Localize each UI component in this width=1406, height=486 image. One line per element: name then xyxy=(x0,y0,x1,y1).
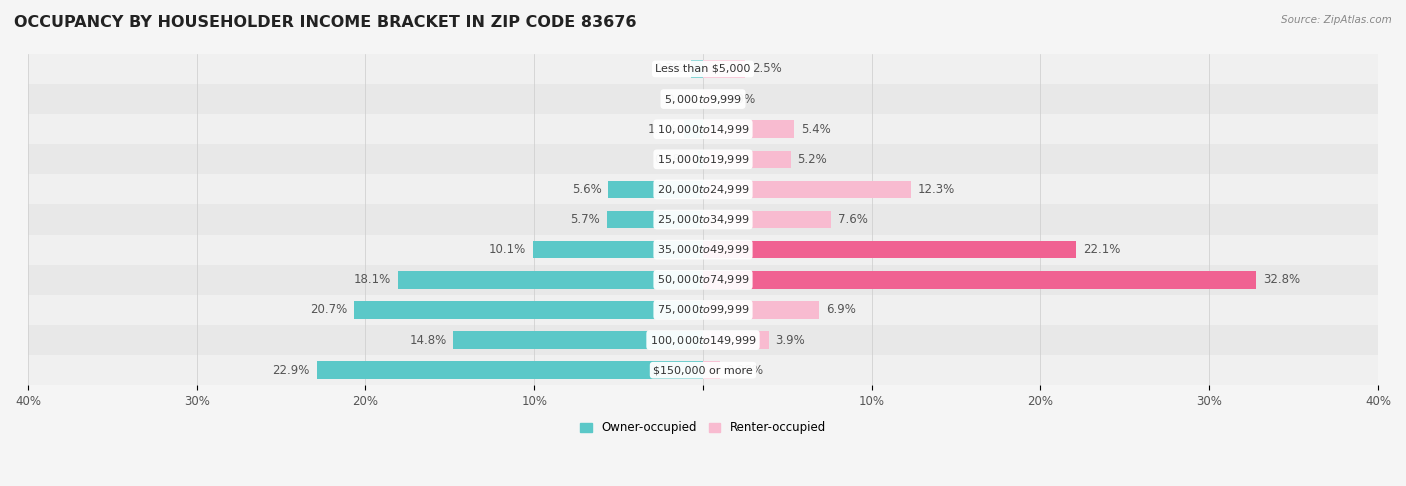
Text: $5,000 to $9,999: $5,000 to $9,999 xyxy=(664,92,742,105)
Bar xyxy=(703,181,911,198)
Text: 12.3%: 12.3% xyxy=(917,183,955,196)
Text: 5.7%: 5.7% xyxy=(571,213,600,226)
Bar xyxy=(703,151,790,168)
Bar xyxy=(28,235,1378,265)
Text: 0.28%: 0.28% xyxy=(654,153,692,166)
Bar xyxy=(28,205,1378,235)
Text: $150,000 or more: $150,000 or more xyxy=(654,365,752,375)
Bar xyxy=(703,271,1257,289)
Bar xyxy=(692,60,703,78)
Text: 18.1%: 18.1% xyxy=(353,273,391,286)
Text: $50,000 to $74,999: $50,000 to $74,999 xyxy=(657,273,749,286)
Bar xyxy=(453,331,703,349)
Text: 0.49%: 0.49% xyxy=(718,92,755,105)
Bar xyxy=(685,121,703,138)
Text: 5.4%: 5.4% xyxy=(801,122,831,136)
Bar xyxy=(28,144,1378,174)
Bar xyxy=(703,211,831,228)
Text: 22.9%: 22.9% xyxy=(273,364,309,377)
Bar xyxy=(703,301,820,319)
Bar xyxy=(703,60,745,78)
Text: Less than $5,000: Less than $5,000 xyxy=(655,64,751,74)
Legend: Owner-occupied, Renter-occupied: Owner-occupied, Renter-occupied xyxy=(575,417,831,439)
Bar xyxy=(28,355,1378,385)
Bar xyxy=(316,362,703,379)
Text: $75,000 to $99,999: $75,000 to $99,999 xyxy=(657,303,749,316)
Bar xyxy=(28,265,1378,295)
Text: $25,000 to $34,999: $25,000 to $34,999 xyxy=(657,213,749,226)
Text: $100,000 to $149,999: $100,000 to $149,999 xyxy=(650,333,756,347)
Bar xyxy=(703,331,769,349)
Text: OCCUPANCY BY HOUSEHOLDER INCOME BRACKET IN ZIP CODE 83676: OCCUPANCY BY HOUSEHOLDER INCOME BRACKET … xyxy=(14,15,637,30)
Text: 5.6%: 5.6% xyxy=(572,183,602,196)
Bar xyxy=(703,241,1076,259)
Bar xyxy=(699,151,703,168)
Text: 10.1%: 10.1% xyxy=(488,243,526,256)
Text: $15,000 to $19,999: $15,000 to $19,999 xyxy=(657,153,749,166)
Text: 1.1%: 1.1% xyxy=(648,122,678,136)
Bar xyxy=(398,271,703,289)
Text: $35,000 to $49,999: $35,000 to $49,999 xyxy=(657,243,749,256)
Text: 7.6%: 7.6% xyxy=(838,213,868,226)
Bar xyxy=(703,362,720,379)
Bar xyxy=(28,54,1378,84)
Text: $20,000 to $24,999: $20,000 to $24,999 xyxy=(657,183,749,196)
Bar xyxy=(607,211,703,228)
Text: 0.98%: 0.98% xyxy=(727,364,763,377)
Text: $10,000 to $14,999: $10,000 to $14,999 xyxy=(657,122,749,136)
Bar xyxy=(28,84,1378,114)
Text: 14.8%: 14.8% xyxy=(409,333,447,347)
Text: 6.9%: 6.9% xyxy=(827,303,856,316)
Bar xyxy=(28,114,1378,144)
Bar xyxy=(533,241,703,259)
Text: Source: ZipAtlas.com: Source: ZipAtlas.com xyxy=(1281,15,1392,25)
Text: 0.7%: 0.7% xyxy=(655,62,685,75)
Text: 22.1%: 22.1% xyxy=(1083,243,1121,256)
Bar xyxy=(703,121,794,138)
Text: 0.0%: 0.0% xyxy=(666,92,696,105)
Bar xyxy=(28,325,1378,355)
Text: 3.9%: 3.9% xyxy=(776,333,806,347)
Bar xyxy=(703,90,711,108)
Bar xyxy=(28,295,1378,325)
Text: 5.2%: 5.2% xyxy=(797,153,827,166)
Bar xyxy=(609,181,703,198)
Text: 2.5%: 2.5% xyxy=(752,62,782,75)
Bar xyxy=(354,301,703,319)
Text: 32.8%: 32.8% xyxy=(1263,273,1301,286)
Text: 20.7%: 20.7% xyxy=(309,303,347,316)
Bar xyxy=(28,174,1378,205)
